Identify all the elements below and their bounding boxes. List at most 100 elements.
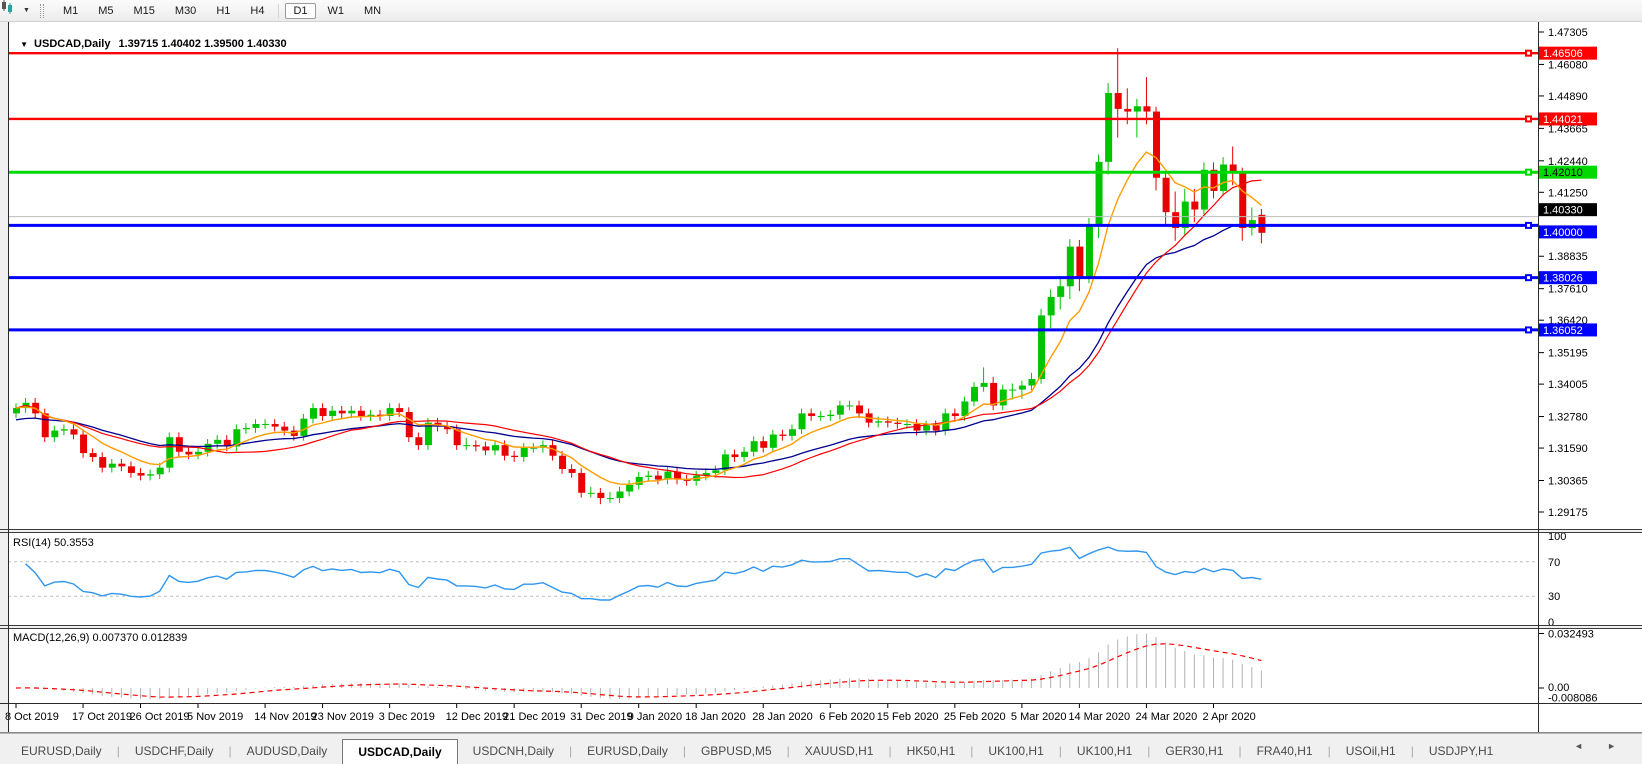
svg-text:1.41250: 1.41250 (1548, 187, 1588, 199)
tabs-scroll-right-icon[interactable]: ► (1607, 741, 1616, 751)
tab-separator: | (1238, 744, 1242, 758)
svg-text:14 Nov 2019: 14 Nov 2019 (254, 711, 316, 723)
top-toolbar: ▼ M1 M5 M15 M30 H1 H4 D1 W1 MN (0, 0, 1642, 22)
symbol-tab-eurusd-daily[interactable]: EURUSD,Daily (587, 744, 668, 758)
svg-text:12 Dec 2019: 12 Dec 2019 (446, 711, 508, 723)
tabs-scroll-left-icon[interactable]: ◄ (1574, 741, 1584, 751)
tab-separator: | (682, 744, 686, 758)
symbol-tab-xauusd-h1[interactable]: XAUUSD,H1 (804, 744, 874, 758)
svg-text:1.40000: 1.40000 (1543, 227, 1583, 239)
svg-text:1.36052: 1.36052 (1543, 325, 1583, 337)
symbol-tab-eurusd-daily[interactable]: EURUSD,Daily (21, 744, 102, 758)
svg-text:18 Jan 2020: 18 Jan 2020 (685, 711, 746, 723)
symbol-tab-usoil-h1[interactable]: USOil,H1 (1345, 744, 1396, 758)
svg-text:14 Mar 2020: 14 Mar 2020 (1068, 711, 1130, 723)
svg-text:1.44021: 1.44021 (1543, 114, 1583, 126)
svg-text:1.37610: 1.37610 (1548, 284, 1588, 296)
timeframe-button-h4[interactable]: H4 (250, 4, 265, 17)
svg-text:28 Jan 2020: 28 Jan 2020 (752, 711, 813, 723)
svg-text:30: 30 (1548, 591, 1560, 603)
timeframe-button-m1[interactable]: M1 (62, 4, 79, 17)
svg-text:1.42010: 1.42010 (1543, 167, 1583, 179)
timeframe-button-d1[interactable]: D1 (285, 2, 316, 19)
svg-text:0: 0 (1548, 617, 1554, 629)
svg-text:-0.008086: -0.008086 (1548, 693, 1598, 705)
timeframe-button-m30[interactable]: M30 (174, 4, 197, 17)
svg-text:21 Dec 2019: 21 Dec 2019 (503, 711, 565, 723)
svg-text:5 Mar 2020: 5 Mar 2020 (1011, 711, 1067, 723)
svg-text:1.32780: 1.32780 (1548, 412, 1588, 424)
svg-text:25 Feb 2020: 25 Feb 2020 (944, 711, 1006, 723)
svg-text:1.42440: 1.42440 (1548, 156, 1588, 168)
tab-separator: | (970, 744, 974, 758)
tab-scroll-buttons: ◄ ► (1574, 741, 1616, 751)
chart-title: ▼ USDCAD,Daily 1.39715 1.40402 1.39500 1.4… (14, 26, 287, 50)
rsi-indicator-label: RSI(14) 50.3553 (13, 537, 94, 549)
chart-tool-icon[interactable] (2, 0, 21, 18)
timeframe-button-mn[interactable]: MN (364, 4, 382, 17)
symbol-tab-gbpusd-m5[interactable]: GBPUSD,M5 (700, 744, 772, 758)
symbol-tab-hk50-h1[interactable]: HK50,H1 (906, 744, 956, 758)
svg-text:0.032493: 0.032493 (1548, 629, 1594, 641)
svg-text:1.34005: 1.34005 (1548, 379, 1588, 391)
chart-collapse-icon[interactable]: ▼ (20, 40, 29, 49)
svg-text:1.35195: 1.35195 (1548, 348, 1588, 360)
tab-separator: | (1058, 744, 1062, 758)
svg-text:0.00: 0.00 (1548, 682, 1569, 694)
timeframe-button-h1[interactable]: H1 (216, 4, 231, 17)
svg-text:9 Jan 2020: 9 Jan 2020 (628, 711, 682, 723)
svg-text:1.46080: 1.46080 (1548, 59, 1588, 71)
svg-text:8 Oct 2019: 8 Oct 2019 (5, 711, 59, 723)
svg-text:6 Feb 2020: 6 Feb 2020 (819, 711, 875, 723)
tab-separator: | (888, 744, 892, 758)
svg-text:1.29175: 1.29175 (1548, 507, 1588, 519)
symbol-tab-usdjpy-h1[interactable]: USDJPY,H1 (1428, 744, 1494, 758)
svg-text:24 Mar 2020: 24 Mar 2020 (1135, 711, 1197, 723)
symbol-tab-usdcad-daily[interactable]: USDCAD,Daily (342, 739, 458, 764)
svg-text:1.44890: 1.44890 (1548, 91, 1588, 103)
tab-separator: | (228, 744, 232, 758)
svg-text:100: 100 (1548, 531, 1566, 543)
tab-separator: | (1327, 744, 1331, 758)
svg-text:5 Nov 2019: 5 Nov 2019 (187, 711, 243, 723)
chart-symbol-label: USDCAD,Daily (34, 38, 111, 50)
svg-text:1.46506: 1.46506 (1543, 48, 1583, 60)
symbol-tab-usdcnh-daily[interactable]: USDCNH,Daily (472, 744, 555, 758)
timeframe-button-m15[interactable]: M15 (133, 4, 155, 17)
timeframe-button-m5[interactable]: M5 (98, 4, 114, 17)
symbol-tab-ger30-h1[interactable]: GER30,H1 (1165, 744, 1224, 758)
symbol-tab-fra40-h1[interactable]: FRA40,H1 (1256, 744, 1313, 758)
chart-ohlc-values: 1.39715 1.40402 1.39500 1.40330 (118, 38, 287, 50)
tab-separator: | (1147, 744, 1151, 758)
svg-text:1.38835: 1.38835 (1548, 251, 1588, 263)
chart-tool-dropdown-icon[interactable]: ▼ (23, 7, 30, 14)
tab-separator: | (786, 744, 790, 758)
svg-text:3 Dec 2019: 3 Dec 2019 (379, 711, 435, 723)
symbol-tab-uk100-h1[interactable]: UK100,H1 (988, 744, 1044, 758)
tab-separator: | (1410, 744, 1414, 758)
symbol-tab-audusd-daily[interactable]: AUDUSD,Daily (246, 744, 328, 758)
svg-text:15 Feb 2020: 15 Feb 2020 (877, 711, 939, 723)
symbol-tab-bar: EURUSD,Daily | USDCHF,Daily | AUDUSD,Daily US… (0, 733, 1642, 764)
tab-separator: | (569, 744, 573, 758)
svg-text:17 Oct 2019: 17 Oct 2019 (72, 711, 132, 723)
svg-text:1.47305: 1.47305 (1548, 27, 1588, 39)
timeframe-buttons: M1 M5 M15 M30 H1 H4 D1 W1 MN (53, 2, 391, 19)
chart-canvas[interactable]: 1.47305 1.46080 1.44890 1.43665 1.42440 1.412… (0, 0, 1642, 733)
tab-separator: | (116, 744, 120, 758)
svg-text:70: 70 (1548, 557, 1560, 569)
svg-text:23 Nov 2019: 23 Nov 2019 (312, 711, 374, 723)
symbol-tab-uk100-h1[interactable]: UK100,H1 (1076, 744, 1133, 758)
symbol-tab-usdchf-daily[interactable]: USDCHF,Daily (134, 744, 214, 758)
svg-text:26 Oct 2019: 26 Oct 2019 (130, 711, 190, 723)
svg-text:1.31590: 1.31590 (1548, 443, 1588, 455)
toolbar-separator (278, 3, 280, 18)
svg-text:1.40330: 1.40330 (1543, 205, 1583, 217)
svg-text:1.30365: 1.30365 (1548, 475, 1588, 487)
toolbar-grip (39, 3, 44, 18)
macd-indicator-label: MACD(12,26,9) 0.007370 0.012839 (13, 632, 188, 644)
svg-text:1.43665: 1.43665 (1548, 123, 1588, 135)
timeframe-button-w1[interactable]: W1 (327, 4, 345, 17)
svg-text:1.38026: 1.38026 (1543, 273, 1583, 285)
svg-text:31 Dec 2019: 31 Dec 2019 (570, 711, 632, 723)
